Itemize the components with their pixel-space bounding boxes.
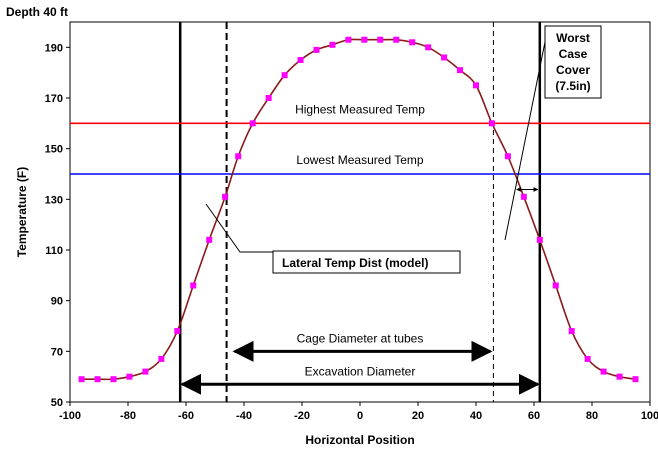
worst-case-box	[544, 25, 602, 99]
data-point	[584, 355, 591, 362]
diameter-lines	[178, 22, 542, 402]
data-point	[409, 39, 416, 46]
reference-lines	[70, 122, 650, 175]
y-tick-label: 110	[45, 245, 63, 257]
data-point	[313, 46, 320, 53]
data-point	[457, 67, 464, 74]
x-tick-label: -20	[294, 410, 310, 422]
data-point	[536, 236, 543, 243]
x-tick-label: 80	[586, 410, 598, 422]
y-tick-label: 70	[51, 346, 63, 358]
cage-diameter-annotation: Cage Diameter at tubes	[232, 331, 493, 362]
x-tick-label: 0	[357, 410, 363, 422]
data-point	[281, 72, 288, 79]
x-tick-label: 40	[470, 410, 482, 422]
worst-case-line-4: (7.5in)	[555, 79, 590, 93]
y-tick-label: 170	[45, 93, 63, 105]
y-tick-label: 130	[45, 194, 63, 206]
x-tick-label: 60	[528, 410, 540, 422]
data-point	[142, 368, 149, 375]
x-tick-label: -60	[178, 410, 194, 422]
x-tick-label: 20	[412, 410, 424, 422]
excavation-diameter-annotation: Excavation Diameter	[180, 364, 540, 395]
data-point	[473, 82, 479, 89]
data-point	[222, 193, 229, 200]
y-tick-label: 150	[45, 144, 63, 156]
x-axis: -100 -80 -60 -40 -20 0 20 40 60 80 100	[59, 402, 658, 422]
data-point	[393, 36, 400, 43]
data-point	[190, 282, 197, 289]
data-point	[345, 36, 352, 43]
x-axis-title: Horizontal Position	[305, 433, 414, 447]
series-markers	[78, 36, 639, 383]
worst-case-callout: Worst Case Cover (7.5in)	[504, 25, 602, 241]
x-tick-label: -80	[120, 410, 136, 422]
y-tick-label: 50	[51, 397, 63, 409]
data-point	[377, 36, 384, 43]
data-point	[600, 368, 607, 375]
cage-diameter-label: Cage Diameter at tubes	[297, 331, 424, 345]
y-axis: 50 70 90 110 130 150 170 190	[45, 42, 70, 409]
data-point	[126, 373, 133, 380]
data-point	[174, 328, 181, 335]
model-label-box	[272, 250, 461, 274]
y-tick-label: 190	[45, 42, 63, 54]
depth-label: Depth 40 ft	[6, 5, 68, 19]
model-label: Lateral Temp Dist (model)	[282, 256, 428, 270]
x-tick-label: -40	[236, 410, 252, 422]
worst-case-leader-line	[504, 41, 546, 241]
model-callout: Lateral Temp Dist (model)	[205, 203, 461, 274]
data-point	[235, 153, 242, 160]
lowest-temp-label: Lowest Measured Temp	[296, 153, 424, 167]
data-point	[441, 54, 448, 61]
data-point	[206, 236, 213, 243]
data-point	[158, 355, 165, 362]
data-point	[110, 376, 117, 383]
data-point	[520, 193, 527, 200]
data-point	[265, 95, 272, 101]
y-tick-label: 90	[51, 296, 63, 308]
excavation-diameter-label: Excavation Diameter	[305, 364, 416, 378]
data-point	[568, 328, 575, 335]
data-point	[94, 376, 101, 383]
worst-case-line-1: Worst	[556, 31, 590, 45]
worst-case-line-3: Cover	[556, 63, 590, 77]
data-point	[249, 120, 256, 127]
y-axis-title: Temperature (F)	[15, 167, 29, 257]
data-point	[504, 153, 511, 160]
data-point	[78, 376, 85, 383]
data-point	[329, 41, 336, 48]
data-point	[297, 57, 304, 63]
x-tick-label: 100	[641, 410, 658, 422]
data-point	[552, 282, 559, 289]
data-point	[361, 36, 368, 43]
data-point	[632, 376, 639, 383]
highest-temp-label: Highest Measured Temp	[295, 102, 425, 116]
data-point	[616, 373, 623, 380]
worst-case-line-2: Case	[559, 47, 588, 61]
data-point	[488, 120, 495, 127]
model-leader-line	[205, 203, 273, 253]
data-point	[425, 44, 432, 51]
x-tick-label: -100	[59, 410, 81, 422]
